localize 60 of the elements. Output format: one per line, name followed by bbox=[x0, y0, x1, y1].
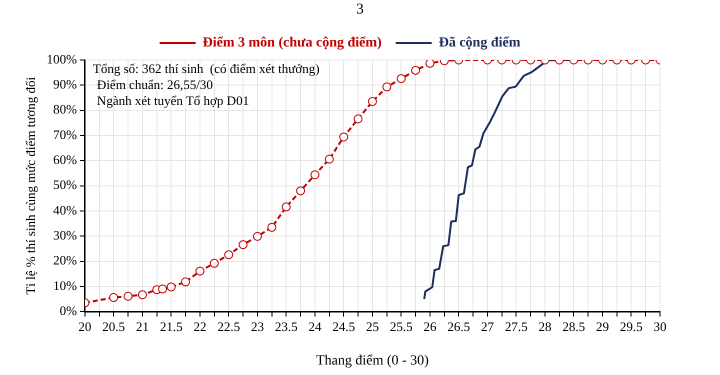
x-tick-label: 26.5 bbox=[447, 318, 470, 334]
annotation: Ngành xét tuyển Tổ hợp D01 bbox=[96, 92, 250, 108]
y-tick-label: 60% bbox=[53, 152, 78, 168]
annotation: Điểm chuẩn: 26,55/30 bbox=[96, 76, 213, 92]
point bbox=[354, 114, 363, 124]
point bbox=[267, 222, 276, 232]
annotation: Tổng số: 362 thí sinh (có điểm xét thưởng) bbox=[92, 60, 320, 76]
y-tick-label: 90% bbox=[53, 76, 78, 92]
x-tick-label: 26 bbox=[423, 318, 437, 334]
y-tick-label: 80% bbox=[53, 102, 78, 117]
x-tick-label: 22 bbox=[193, 318, 206, 334]
point bbox=[181, 277, 190, 286]
text: 3 bbox=[356, 1, 364, 18]
point bbox=[138, 290, 147, 300]
y-tick-label: 30% bbox=[53, 228, 78, 243]
x-tick-label: 21.5 bbox=[160, 318, 183, 334]
x-tick-label: 30 bbox=[654, 318, 666, 334]
y-tick-label: 50% bbox=[53, 177, 78, 192]
x-tick-label: 20.5 bbox=[102, 318, 126, 334]
point bbox=[252, 232, 262, 241]
x-tick-label: 27 bbox=[480, 318, 494, 334]
x-tick-label: 28 bbox=[538, 318, 552, 334]
y-axis-title: Tỉ lệ % thí sinh cùng mức điểm tương đối bbox=[23, 76, 38, 295]
y-tick-label: 100% bbox=[46, 51, 78, 66]
x-tick-label: 27.5 bbox=[504, 318, 528, 334]
point bbox=[158, 284, 168, 294]
point bbox=[109, 293, 118, 302]
legend-label: Điểm 3 môn (chưa cộng điểm) bbox=[202, 36, 382, 51]
x-tick-label: 23 bbox=[250, 318, 264, 334]
x-tick-label: 29.5 bbox=[620, 318, 643, 334]
point bbox=[282, 202, 291, 212]
x-tick-label: 23.5 bbox=[274, 318, 298, 334]
x-tick-label: 22.5 bbox=[217, 318, 240, 334]
x-axis-title: Thang điểm (0 - 30) bbox=[316, 353, 430, 368]
point bbox=[425, 60, 434, 68]
point bbox=[296, 186, 306, 196]
point bbox=[124, 292, 133, 301]
point bbox=[224, 250, 234, 260]
point bbox=[210, 258, 219, 268]
point bbox=[238, 240, 248, 250]
point bbox=[368, 97, 377, 106]
y-tick-label: 70% bbox=[53, 126, 78, 142]
legend-label: Đã cộng điểm bbox=[438, 36, 521, 51]
x-tick-label: 20 bbox=[78, 318, 92, 334]
x-tick-label: 24 bbox=[308, 318, 322, 334]
point bbox=[195, 266, 204, 276]
x-tick-label: 29 bbox=[596, 318, 609, 334]
x-tick-label: 25 bbox=[366, 318, 379, 334]
x-tick-label: 28.5 bbox=[562, 318, 586, 334]
x-tick-label: 25.5 bbox=[390, 318, 413, 334]
point bbox=[166, 282, 176, 292]
point bbox=[339, 132, 348, 142]
point bbox=[324, 154, 334, 164]
point bbox=[310, 170, 320, 180]
y-tick-label: 20% bbox=[53, 252, 78, 268]
x-tick-label: 21 bbox=[136, 318, 149, 334]
y-tick-label: 10% bbox=[53, 278, 78, 293]
y-tick-label: 40% bbox=[53, 202, 78, 218]
x-tick-label: 24.5 bbox=[332, 318, 356, 334]
y-tick-label: 0% bbox=[60, 303, 78, 318]
